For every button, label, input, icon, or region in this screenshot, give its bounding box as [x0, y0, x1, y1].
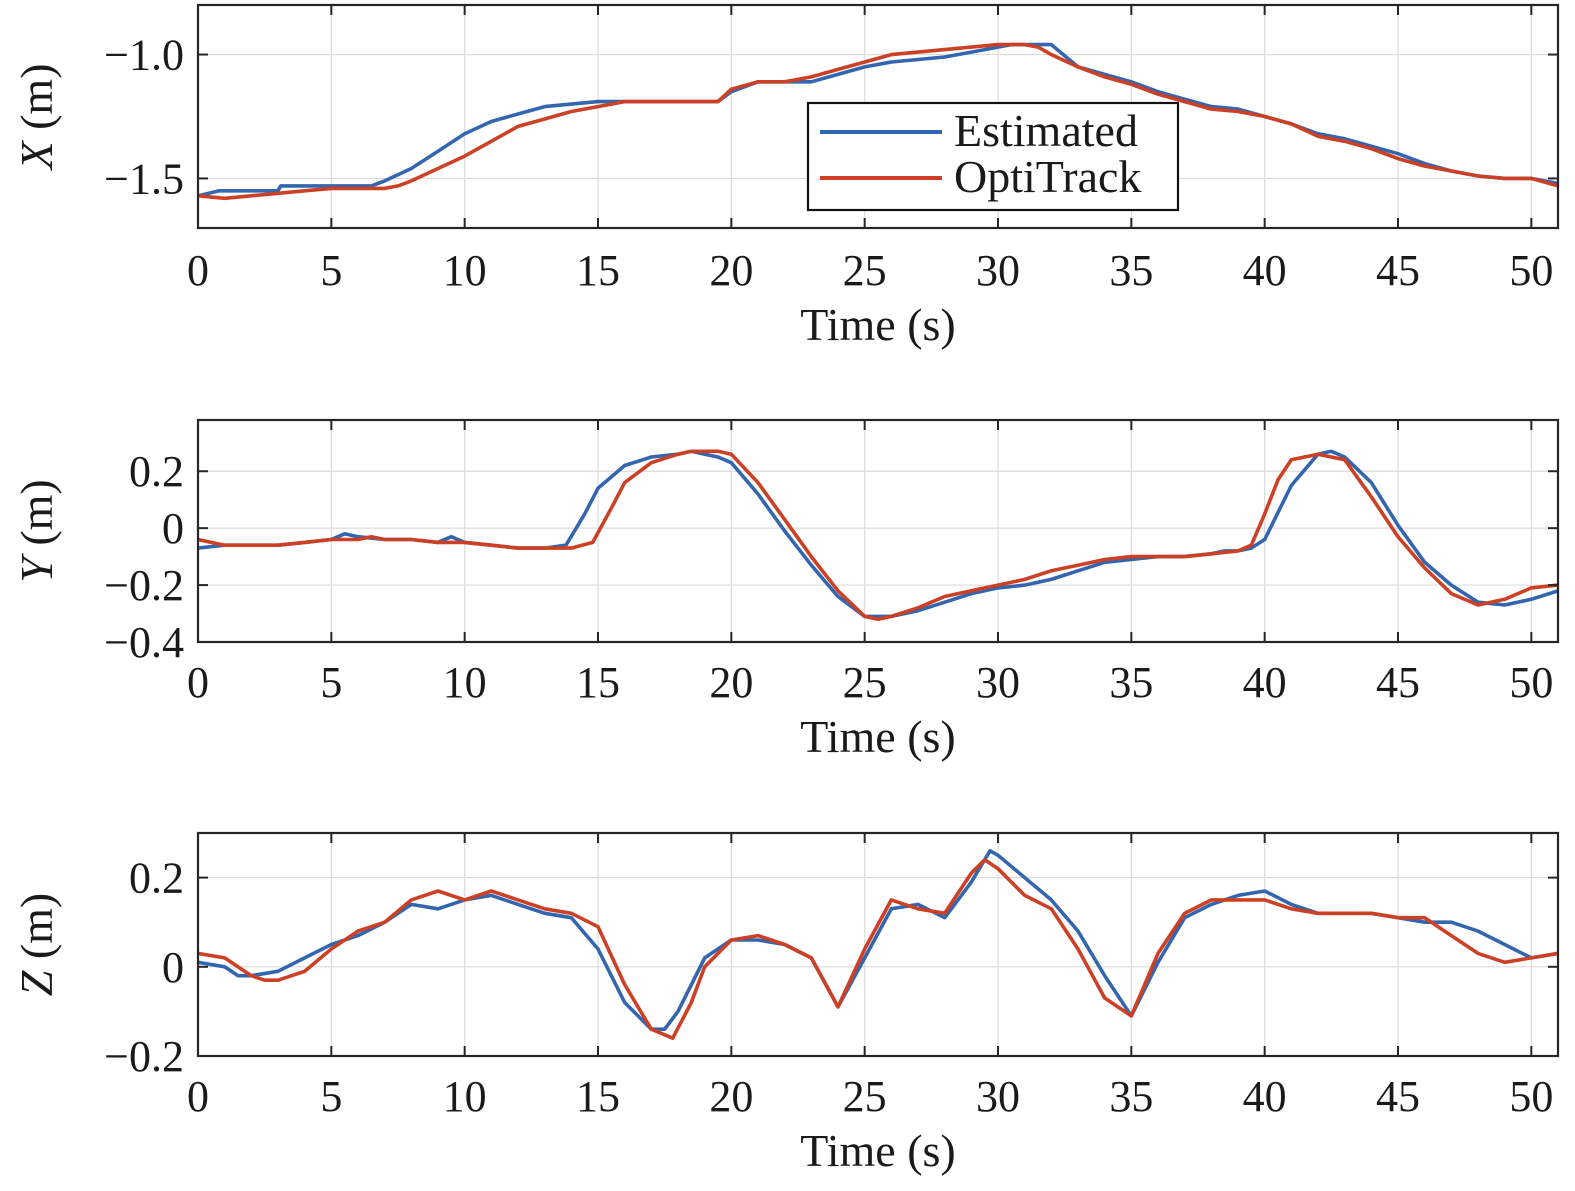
- x-tick-label: 20: [709, 658, 753, 707]
- y-axis-label-unit: (m): [11, 63, 62, 141]
- x-tick-label: 35: [1109, 658, 1153, 707]
- series-line-optitrack: [198, 858, 1558, 1040]
- x-tick-label: 25: [843, 658, 887, 707]
- x-tick-label: 40: [1243, 658, 1287, 707]
- y-tick-label: −1.5: [104, 154, 184, 203]
- y-tick-label: −1.0: [104, 31, 184, 80]
- x-tick-label: 10: [443, 1072, 487, 1121]
- legend-label-optitrack: OptiTrack: [954, 151, 1141, 202]
- x-tick-label: 15: [576, 246, 620, 295]
- y-axis-label-variable: X: [11, 140, 62, 172]
- series-line-estimated: [198, 449, 1558, 619]
- x-tick-label: 0: [187, 1072, 209, 1121]
- x-axis-label: Time (s): [800, 299, 956, 350]
- series-line-estimated: [198, 42, 1558, 198]
- x-tick-label: 30: [976, 246, 1020, 295]
- y-axis-label-variable: Y: [11, 553, 62, 583]
- series-line-optitrack: [198, 42, 1558, 201]
- y-axis-label: Y (m): [11, 479, 62, 583]
- panel-x: 0 5 10 15 20 25 30 35 40 45 50 −1.5 −1.0 Time (s) X (m…: [11, 3, 1560, 350]
- x-tick-label: 0: [187, 658, 209, 707]
- x-tick-label: 45: [1376, 246, 1420, 295]
- y-tick-label: 0.2: [129, 447, 184, 496]
- x-tick-label: 50: [1509, 658, 1553, 707]
- x-tick-label: 5: [320, 1072, 342, 1121]
- x-tick-label: 20: [709, 246, 753, 295]
- x-tick-label: 35: [1109, 1072, 1153, 1121]
- x-tick-label: 45: [1376, 658, 1420, 707]
- x-tick-label: 25: [843, 246, 887, 295]
- x-tick-label: 30: [976, 658, 1020, 707]
- series-line-optitrack: [198, 449, 1558, 621]
- y-tick-label: −0.2: [104, 561, 184, 610]
- x-tick-label: 15: [576, 1072, 620, 1121]
- legend: Estimated OptiTrack: [806, 101, 1180, 212]
- x-tick-label: 5: [320, 246, 342, 295]
- x-tick-label: 40: [1243, 246, 1287, 295]
- y-axis-label: Z (m): [11, 893, 62, 997]
- x-tick-label: 45: [1376, 1072, 1420, 1121]
- y-tick-label: −0.4: [104, 618, 184, 667]
- x-tick-label: 40: [1243, 1072, 1287, 1121]
- x-tick-label: 10: [443, 658, 487, 707]
- y-axis-label: X (m): [11, 63, 62, 171]
- x-tick-label: 30: [976, 1072, 1020, 1121]
- axes-frame: [196, 831, 1560, 1058]
- x-axis-label: Time (s): [800, 1125, 956, 1176]
- y-tick-label: 0.2: [129, 854, 184, 903]
- x-tick-label: 0: [187, 246, 209, 295]
- x-tick-label: 10: [443, 246, 487, 295]
- legend-label-estimated: Estimated: [954, 105, 1138, 156]
- x-tick-label: 50: [1509, 1072, 1553, 1121]
- x-tick-label: 35: [1109, 246, 1153, 295]
- axes-frame: [196, 418, 1560, 644]
- y-tick-label: 0: [162, 943, 184, 992]
- x-tick-label: 20: [709, 1072, 753, 1121]
- legend-box: [806, 101, 1180, 212]
- x-tick-label: 50: [1509, 246, 1553, 295]
- y-axis-label-variable: Z: [11, 970, 62, 996]
- x-axis-label: Time (s): [800, 711, 956, 762]
- y-axis-label-unit: (m): [11, 479, 62, 557]
- x-tick-label: 15: [576, 658, 620, 707]
- y-axis-label-unit: (m): [11, 893, 62, 971]
- y-tick-label: −0.2: [104, 1032, 184, 1081]
- axes-frame: [196, 3, 1560, 230]
- x-tick-label: 5: [320, 658, 342, 707]
- x-tick-label: 25: [843, 1072, 887, 1121]
- y-tick-label: 0: [162, 504, 184, 553]
